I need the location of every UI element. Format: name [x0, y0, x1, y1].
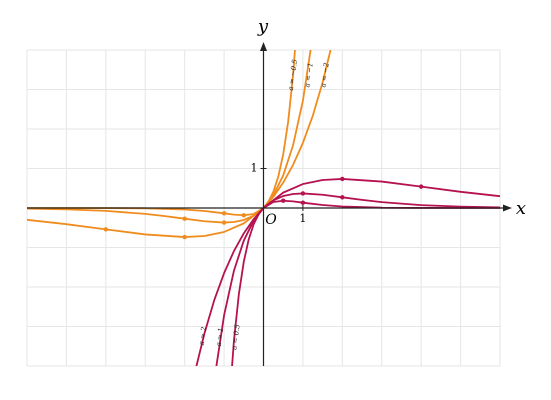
- series-label: a = 2: [198, 326, 209, 346]
- y-arrow: [260, 42, 267, 51]
- marker: [281, 198, 286, 203]
- marker: [340, 195, 345, 200]
- y-tick-label: 1: [251, 162, 258, 175]
- series-label: a = −1: [303, 62, 314, 88]
- x-axis-label: x: [516, 198, 526, 219]
- series-label: a = −2: [319, 62, 330, 88]
- marker: [182, 216, 187, 221]
- marker: [241, 213, 246, 218]
- marker: [300, 191, 306, 196]
- curve: [215, 192, 500, 366]
- marker: [221, 211, 227, 216]
- series-label: a = 0.5: [230, 323, 242, 350]
- curve: [231, 199, 500, 366]
- marker: [182, 234, 187, 240]
- marker: [221, 220, 227, 225]
- axes: [27, 42, 512, 366]
- series-label: a = 1: [215, 327, 226, 347]
- curve: [27, 50, 312, 224]
- x-arrow: [503, 204, 512, 212]
- marker: [418, 184, 424, 189]
- marker: [103, 227, 109, 232]
- series-label: a = −0.5: [287, 58, 299, 91]
- marker: [340, 176, 345, 182]
- y-axis-label: y: [257, 16, 269, 37]
- origin-label: O: [265, 212, 277, 228]
- curve: [27, 50, 296, 217]
- marker: [300, 200, 306, 205]
- x-tick-label: 1: [299, 212, 306, 225]
